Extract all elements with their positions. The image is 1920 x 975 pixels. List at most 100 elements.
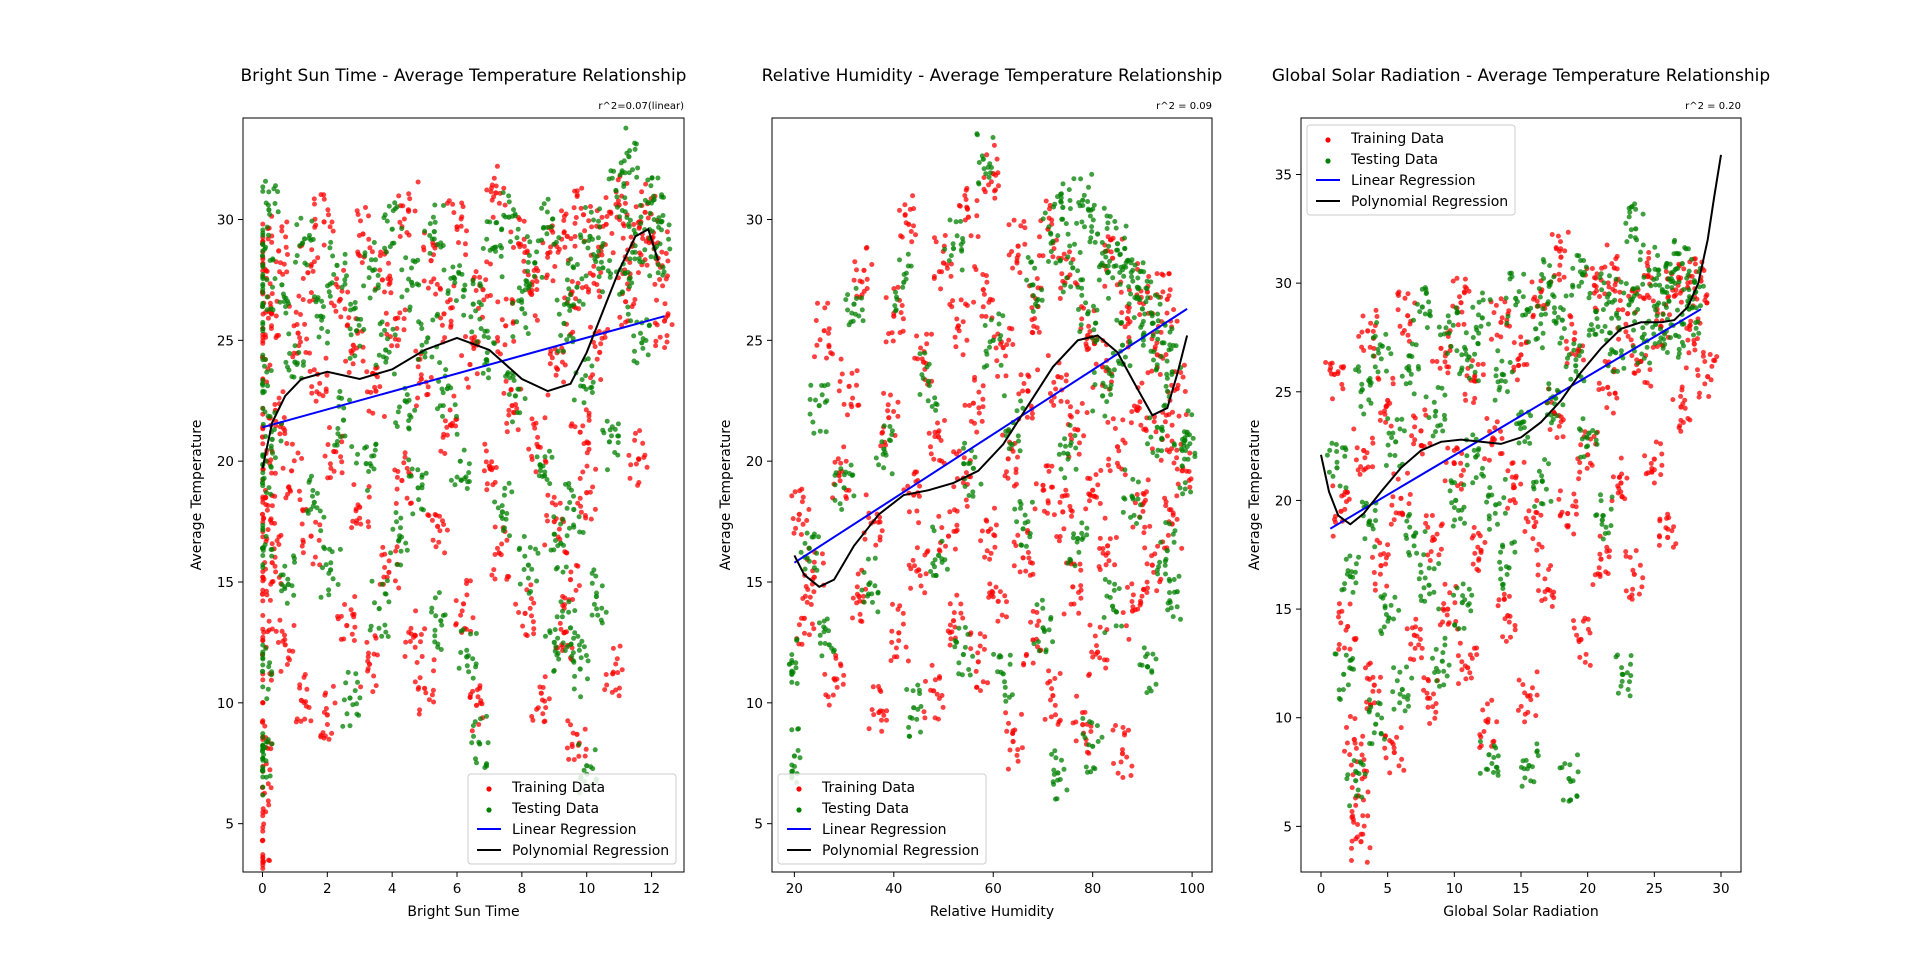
data-point-training-data-38 <box>1571 337 1577 343</box>
data-point-testing-data-2 <box>806 545 812 551</box>
data-point-training-data-6 <box>1361 447 1367 454</box>
data-point-testing-data-24 <box>1055 770 1061 776</box>
data-point-testing-data-63 <box>619 289 626 295</box>
data-point-training-data-63 <box>564 233 570 239</box>
data-point-training-data-46 <box>1070 584 1076 590</box>
data-point-testing-data-41 <box>499 509 505 515</box>
data-point-training-data-21 <box>945 533 952 539</box>
data-point-training-data-24 <box>331 448 337 455</box>
data-point-testing-data-32 <box>438 618 444 624</box>
data-point-training-data-58 <box>1129 608 1136 614</box>
data-point-training-data-3 <box>821 328 827 334</box>
data-point-testing-data-31 <box>1539 478 1545 484</box>
data-point-training-data-9 <box>1378 563 1384 569</box>
data-point-testing-data-29 <box>1080 197 1086 203</box>
data-point-testing-data-3 <box>1353 778 1359 784</box>
data-point-testing-data-3 <box>259 545 266 551</box>
data-point-training-data-27 <box>1498 319 1504 325</box>
data-point-testing-data-11 <box>285 581 291 588</box>
data-point-training-data-15 <box>282 642 288 648</box>
data-point-testing-data-28 <box>409 279 415 285</box>
data-point-testing-data-10 <box>1399 686 1405 693</box>
data-point-testing-data-15 <box>318 313 324 319</box>
data-point-training-data-11 <box>1391 749 1397 756</box>
data-point-training-data-32 <box>1531 523 1537 530</box>
data-point-testing-data-41 <box>1606 291 1612 297</box>
data-point-training-data-37 <box>412 632 418 638</box>
data-point-training-data-27 <box>975 659 981 665</box>
data-point-testing-data-24 <box>383 347 389 353</box>
data-point-training-data-2 <box>811 574 817 580</box>
data-point-training-data-64 <box>567 577 574 583</box>
data-point-testing-data-6 <box>259 303 266 310</box>
x-axis-label: Bright Sun Time <box>407 904 519 920</box>
legend-entry: Testing Data <box>1350 152 1438 168</box>
y-tick-label: 30 <box>746 213 763 229</box>
data-point-training-data-43 <box>447 422 454 428</box>
data-point-testing-data-11 <box>926 378 932 384</box>
data-point-training-data-43 <box>1605 384 1611 390</box>
data-point-training-data-30 <box>366 661 373 667</box>
data-point-testing-data-42 <box>506 214 512 220</box>
data-point-testing-data-35 <box>457 458 463 464</box>
y-tick-label: 20 <box>1275 493 1292 509</box>
data-point-testing-data-30 <box>1085 311 1091 317</box>
data-point-testing-data-19 <box>347 695 353 701</box>
legend-marker <box>486 786 492 792</box>
data-point-training-data-22 <box>950 618 957 624</box>
chart-panel-2: 20 40 60 80 100 5 10 15 20 25 30 Relative Humidity … <box>718 66 1222 920</box>
data-point-testing-data-53 <box>571 506 577 513</box>
data-point-testing-data-30 <box>1533 326 1539 332</box>
data-point-training-data-17 <box>295 330 301 336</box>
data-point-training-data-26 <box>344 622 350 629</box>
data-point-testing-data-13 <box>302 236 308 242</box>
data-point-training-data-28 <box>357 504 363 510</box>
data-point-testing-data-56 <box>580 383 587 389</box>
data-point-training-data-57 <box>535 444 541 450</box>
r-squared-annotation: r^2 = 0.09 <box>1156 101 1212 112</box>
data-point-training-data-45 <box>1618 480 1624 486</box>
data-point-training-data-81 <box>661 318 668 324</box>
point-cloud-training-data <box>789 142 1194 780</box>
data-point-testing-data-59 <box>593 593 600 600</box>
polynomial-regression-line <box>1320 154 1722 526</box>
x-tick-label: 80 <box>1084 881 1101 897</box>
x-tick-label: 30 <box>1712 881 1729 897</box>
x-tick-label: 25 <box>1646 881 1663 897</box>
data-point-testing-data-3 <box>816 403 822 409</box>
data-point-training-data-26 <box>1491 437 1497 443</box>
data-point-testing-data-18 <box>1000 671 1006 677</box>
data-point-testing-data-47 <box>1646 267 1652 273</box>
r-squared-annotation: r^2=0.07(linear) <box>598 101 684 112</box>
data-point-training-data-47 <box>1631 571 1637 577</box>
data-point-testing-data-51 <box>1673 332 1679 338</box>
data-point-testing-data-45 <box>525 562 532 568</box>
data-point-training-data-44 <box>454 224 460 230</box>
chart-title: Global Solar Radiation - Average Tempera… <box>1272 66 1770 86</box>
linear-regression-line <box>262 315 665 429</box>
y-tick-label: 15 <box>1275 602 1292 618</box>
data-point-training-data-6 <box>846 383 852 389</box>
data-point-training-data-30 <box>1518 352 1524 358</box>
data-point-testing-data-8 <box>266 207 272 213</box>
data-point-testing-data-47 <box>1169 369 1175 375</box>
data-point-testing-data-16 <box>980 156 986 162</box>
data-point-training-data-29 <box>1511 484 1517 490</box>
data-point-testing-data-45 <box>1633 226 1639 232</box>
data-point-training-data-48 <box>1080 722 1086 728</box>
data-point-testing-data-38 <box>1124 258 1131 264</box>
data-point-testing-data-22 <box>370 267 376 273</box>
point-cloud-testing-data <box>789 131 1198 802</box>
data-point-training-data-18 <box>298 697 304 704</box>
data-point-testing-data-10 <box>911 705 917 711</box>
data-point-training-data-50 <box>1651 456 1657 462</box>
data-point-testing-data-34 <box>451 274 457 281</box>
data-point-training-data-41 <box>435 523 441 530</box>
data-point-training-data-31 <box>1525 693 1531 699</box>
x-tick-label: 0 <box>1317 881 1326 897</box>
data-point-testing-data-9 <box>901 279 907 285</box>
data-point-testing-data-22 <box>1479 315 1485 321</box>
data-point-training-data-14 <box>1411 632 1417 638</box>
data-point-training-data-40 <box>428 258 434 264</box>
y-tick-label: 15 <box>746 575 763 591</box>
